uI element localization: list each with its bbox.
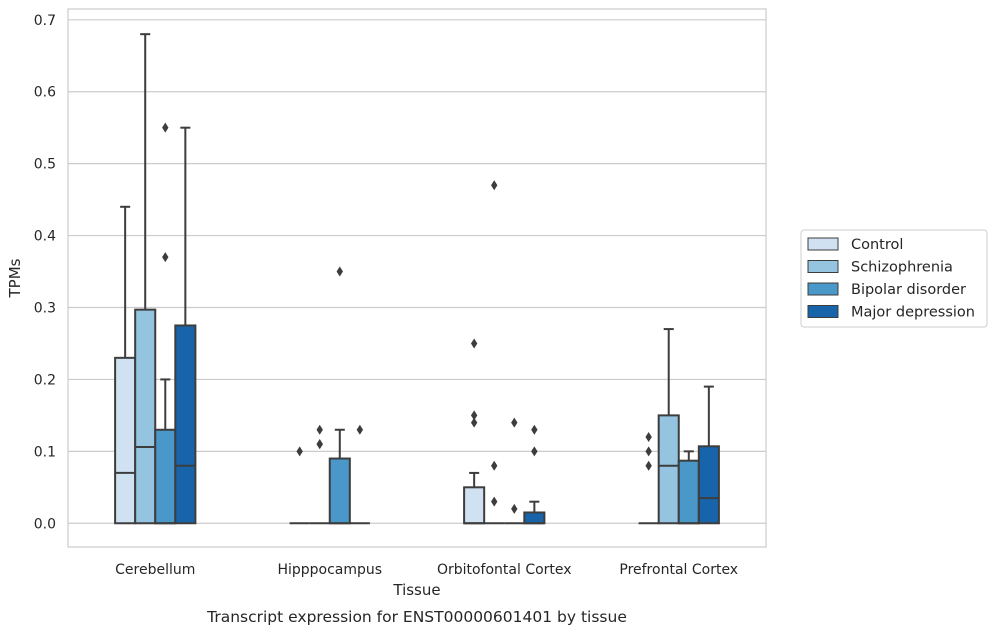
box-bipolar-disorder xyxy=(328,428,351,525)
outlier-point xyxy=(531,424,538,435)
box-body xyxy=(328,457,351,525)
box-body xyxy=(697,445,720,525)
box-body xyxy=(174,324,197,525)
box-control xyxy=(463,471,486,525)
box-schizophrenia xyxy=(134,33,157,525)
box-body xyxy=(154,428,177,525)
legend-label: Schizophrenia xyxy=(851,260,953,276)
box-body xyxy=(677,459,700,525)
outlier-points xyxy=(162,122,652,514)
x-tick-labels: Cerebellum Hipppocampus Orbitofontal Corte… xyxy=(115,562,738,578)
outlier-point xyxy=(531,446,538,457)
outlier-point xyxy=(511,503,518,514)
outlier-point xyxy=(511,417,518,428)
y-tick-label: 0.1 xyxy=(34,444,56,460)
box-major-depression xyxy=(697,385,720,525)
outlier-point xyxy=(470,338,478,349)
box-major-depression xyxy=(174,126,197,525)
legend-label: Bipolar disorder xyxy=(851,282,966,298)
outlier-point xyxy=(645,431,652,442)
outlier-point xyxy=(645,460,652,471)
y-tick-label: 0.4 xyxy=(34,229,56,245)
outlier-point xyxy=(645,446,652,457)
legend-swatch xyxy=(807,305,839,318)
y-tick-label: 0.6 xyxy=(34,85,56,101)
y-tick-label: 0.5 xyxy=(34,157,56,173)
box-body xyxy=(463,486,486,525)
outlier-point xyxy=(316,439,323,450)
outlier-point xyxy=(491,496,498,507)
box-bipolar-disorder xyxy=(154,378,177,525)
figure-caption: Transcript expression for ENST0000060140… xyxy=(206,608,627,626)
y-tick-label: 0.2 xyxy=(34,372,56,388)
legend-label: Major depression xyxy=(851,305,975,321)
y-tick-label: 0.0 xyxy=(34,516,56,532)
x-tick-label: Hipppocampus xyxy=(277,562,382,578)
box-body xyxy=(523,511,546,525)
plot-frame xyxy=(67,8,767,548)
box-body xyxy=(657,414,680,525)
y-tick-label: 0.3 xyxy=(34,300,56,316)
outlier-point xyxy=(162,122,169,133)
x-tick-label: Cerebellum xyxy=(115,562,195,578)
outlier-point xyxy=(316,424,323,435)
legend-swatch xyxy=(807,237,839,251)
legend-frame xyxy=(800,229,988,328)
y-tick-label: 0.7 xyxy=(34,13,56,29)
box-body xyxy=(134,308,157,525)
y-axis-label: TPMs xyxy=(6,258,24,298)
outlier-point xyxy=(470,417,478,428)
legend-label: Control xyxy=(851,237,903,253)
legend: Control Schizophrenia Bipolar disorder Majo… xyxy=(800,229,988,328)
box-bipolar-disorder xyxy=(677,450,700,525)
outlier-point xyxy=(356,424,364,435)
box-major-depression xyxy=(523,500,546,525)
x-axis-label: Tissue xyxy=(392,581,440,599)
outlier-point xyxy=(336,266,343,277)
y-tick-labels: 0.0 0.1 0.2 0.3 0.4 0.5 0.6 0.7 xyxy=(34,13,56,532)
legend-swatch xyxy=(807,260,839,273)
outlier-point xyxy=(162,252,169,263)
box-body xyxy=(114,356,137,525)
legend-entries: Control Schizophrenia Bipolar disorder Majo… xyxy=(807,237,975,321)
x-tick-label: Orbitofontal Cortex xyxy=(437,562,572,578)
outlier-point xyxy=(470,410,478,421)
box-schizophrenia xyxy=(657,328,680,525)
outlier-point xyxy=(491,180,498,191)
outlier-point xyxy=(296,446,303,457)
legend-swatch xyxy=(807,282,839,296)
x-tick-label: Prefrontal Cortex xyxy=(619,562,738,578)
box-groups xyxy=(114,33,720,525)
outlier-point xyxy=(491,460,498,471)
